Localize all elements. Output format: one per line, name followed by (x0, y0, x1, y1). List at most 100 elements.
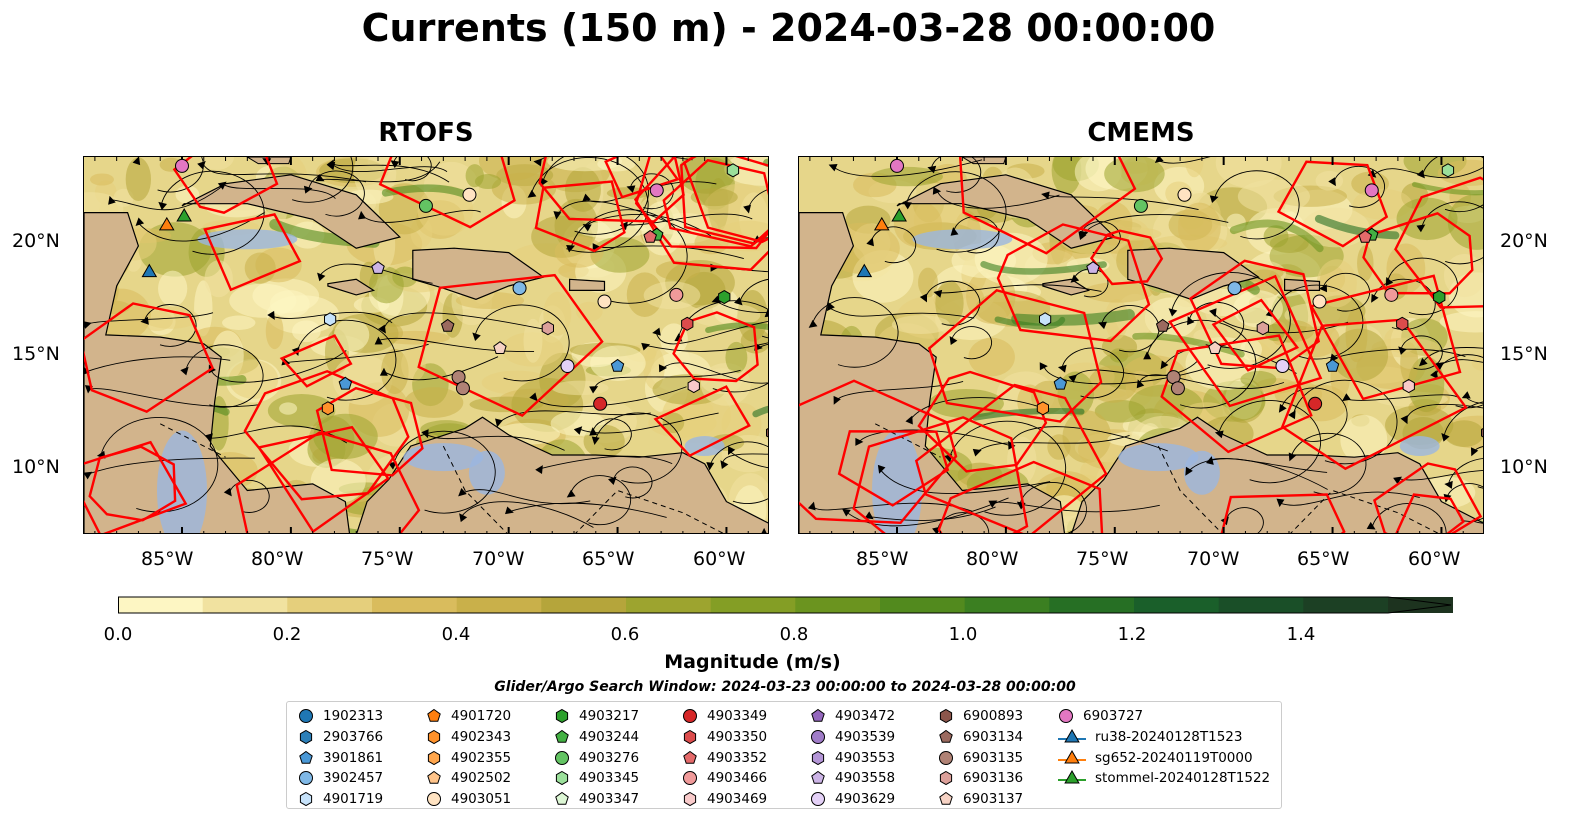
legend-marker-icon (299, 729, 313, 745)
streamline-arrow (807, 501, 816, 511)
legend-label: 4903051 (451, 791, 512, 808)
speed-patch (551, 380, 609, 396)
red-contour (927, 288, 1103, 423)
legend-item: 4903276 (553, 747, 639, 768)
legend-hexagon-icon (299, 792, 313, 807)
legend-marker-icon (683, 709, 697, 724)
legend-marker-icon (555, 729, 569, 743)
float-marker-4903466 (669, 287, 684, 302)
shallow-water (684, 436, 725, 457)
legend-item: 4903466 (681, 768, 767, 789)
legend-label: 4903469 (707, 791, 768, 808)
colorbar-segment (1303, 597, 1389, 613)
float-marker-4903276 (418, 198, 433, 213)
legend-column: 4901720 4902343 4902355 4902502 4903051 (425, 706, 511, 809)
legend-marker-icon (427, 729, 441, 745)
float-marker-4903345 (1441, 163, 1455, 178)
legend-item: 4903345 (553, 768, 639, 789)
colorbar-segment (456, 597, 542, 613)
streamline (829, 307, 975, 319)
legend-label: 4901719 (323, 791, 384, 808)
streamline-arrow (535, 465, 543, 475)
streamline-arrow (950, 227, 959, 236)
streamline-arrow (1400, 415, 1408, 425)
speed-patch (1104, 157, 1165, 193)
streamline-arrow (1393, 476, 1402, 485)
red-contour (203, 213, 302, 292)
speed-patch (333, 318, 370, 352)
legend-item: 6903136 (937, 768, 1023, 789)
streamline-arrow (826, 302, 835, 312)
legend-item: 4903347 (553, 789, 639, 810)
red-contour (88, 445, 177, 522)
legend-item: 4903539 (809, 727, 895, 748)
legend-label: 3902457 (323, 770, 384, 787)
streamline-arrow (905, 415, 913, 425)
float-marker-4902343 (1036, 401, 1049, 416)
legend-marker-icon (427, 792, 441, 807)
streamline-arrow (1288, 452, 1297, 462)
float-marker-3901861 (610, 358, 625, 372)
streamline (729, 451, 768, 469)
country-border (1157, 445, 1223, 533)
streamline (1080, 221, 1121, 254)
strong-current (1411, 181, 1483, 196)
country-border (874, 423, 941, 458)
streamline (870, 226, 917, 264)
red-contour (1168, 274, 1323, 408)
legend-hexagon-icon (555, 709, 569, 724)
red-contour (662, 158, 768, 248)
streamline-arrow (927, 165, 937, 174)
speed-patch (690, 188, 738, 207)
streamline (625, 213, 753, 226)
legend-marker-icon (683, 729, 697, 745)
streamline-arrow (158, 201, 168, 211)
streamline (844, 497, 1009, 527)
y-tick-label-left: 10°N (12, 456, 60, 478)
speed-patch (401, 347, 426, 382)
legend-marker-icon (299, 709, 313, 724)
speed-patch (1177, 202, 1221, 253)
streamline-arrow (1041, 191, 1050, 200)
red-contour (1395, 493, 1465, 533)
streamline (100, 417, 219, 513)
land-mass (327, 278, 376, 296)
streamline (905, 171, 1007, 253)
legend-item: 4903244 (553, 727, 639, 748)
streamline-arrow (533, 158, 542, 167)
streamline (1398, 470, 1483, 481)
streamline-arrow (540, 177, 548, 187)
colorbar-tick: 1.0 (948, 624, 978, 645)
streamline-arrow (706, 462, 715, 471)
legend: 1902313 2903766 3901861 3902457 4901719 49017… (286, 701, 1282, 809)
map-panel-rtofs (83, 156, 769, 534)
colorbar-segment (287, 597, 373, 613)
red-contour (84, 440, 188, 533)
streamline (579, 412, 719, 434)
streamline-arrow (833, 395, 841, 405)
y-tick-label-left: 15°N (12, 343, 60, 365)
red-contour (1276, 160, 1389, 248)
strong-current (705, 322, 768, 334)
streamline-arrow (135, 217, 145, 226)
speed-patch (523, 318, 543, 363)
streamline-arrow (315, 174, 325, 182)
streamline (474, 304, 570, 382)
country-border (1290, 489, 1439, 533)
legend-label: 4903629 (835, 791, 896, 808)
streamline-arrow (495, 418, 503, 428)
streamline (1421, 347, 1483, 364)
float-marker-6903137 (493, 341, 507, 354)
float-marker-4903276 (1133, 198, 1148, 213)
streamline-arrow (1398, 346, 1407, 355)
legend-marker-icon (939, 709, 953, 724)
streamline (1421, 157, 1483, 213)
speed-patch (655, 260, 701, 281)
speed-patch (1083, 282, 1153, 303)
speed-patch (269, 290, 310, 318)
legend-item: 3902457 (297, 768, 383, 789)
float-marker-4903217 (718, 290, 731, 305)
speed-patch (404, 387, 464, 418)
speed-patch (1316, 259, 1357, 308)
streamline (556, 200, 695, 234)
